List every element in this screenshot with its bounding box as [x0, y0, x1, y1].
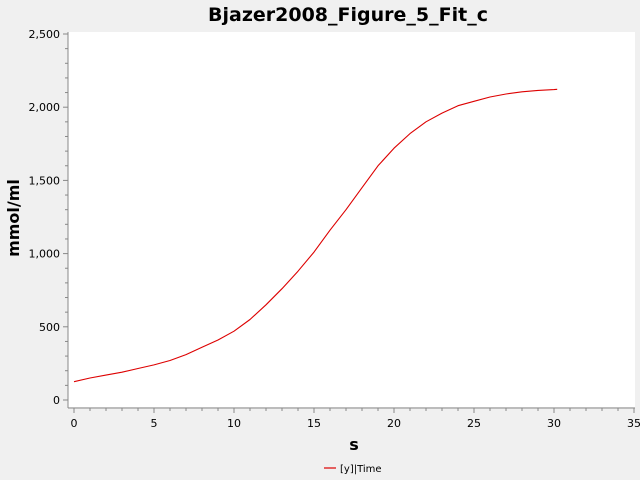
y-tick-label: 500 [39, 321, 60, 334]
series-line [73, 88, 558, 383]
y-tick-label: 1,000 [29, 248, 61, 261]
x-tick-label: 25 [467, 417, 481, 430]
x-axis-label: s [349, 435, 359, 454]
chart-title: Bjazer2008_Figure_5_Fit_c [208, 4, 488, 26]
x-tick-label: 0 [71, 417, 78, 430]
series-layer [73, 88, 558, 383]
x-tick-label: 35 [627, 417, 640, 430]
x-tick-label: 20 [387, 417, 401, 430]
x-axis: 0 5 10 15 20 25 30 35 [68, 407, 640, 430]
x-tick-label: 5 [151, 417, 158, 430]
x-tick-label: 15 [307, 417, 321, 430]
y-tick-label: 1,500 [29, 174, 61, 187]
y-axis: 0 500 1,000 1,500 2,000 2,500 [29, 28, 69, 408]
y-axis-label: mmol/ml [4, 179, 23, 257]
legend-label: [y]|Time [340, 464, 382, 475]
legend: [y]|Time [324, 464, 382, 475]
x-tick-label: 30 [547, 417, 561, 430]
y-tick-label: 2,500 [29, 28, 61, 41]
y-tick-label: 2,000 [29, 101, 61, 114]
y-tick-label: 0 [53, 394, 60, 407]
x-tick-label: 10 [227, 417, 241, 430]
plot-area [68, 32, 635, 407]
